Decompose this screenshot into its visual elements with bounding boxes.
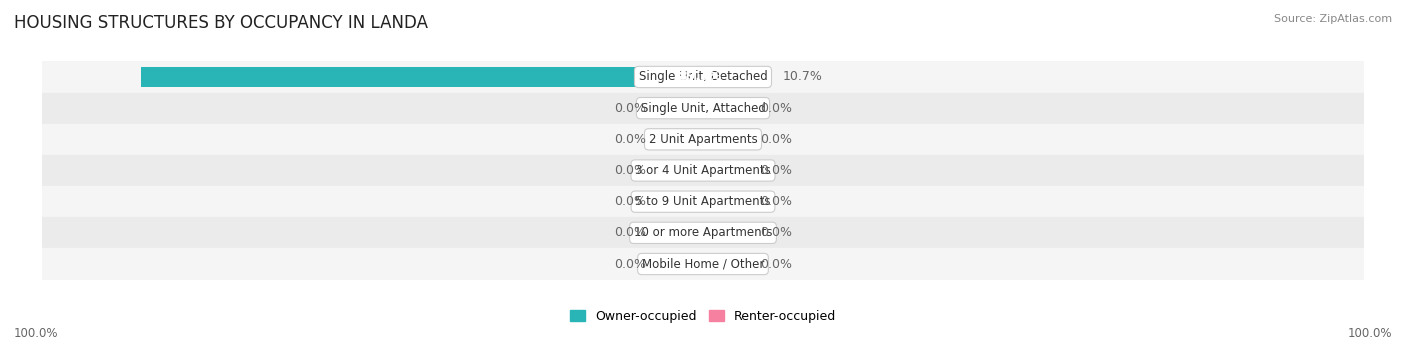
Text: 5 to 9 Unit Apartments: 5 to 9 Unit Apartments [636,195,770,208]
Text: Mobile Home / Other: Mobile Home / Other [641,257,765,270]
Bar [703,192,747,211]
Bar [42,61,1364,92]
Text: 0.0%: 0.0% [759,164,792,177]
Text: HOUSING STRUCTURES BY OCCUPANCY IN LANDA: HOUSING STRUCTURES BY OCCUPANCY IN LANDA [14,14,427,32]
Text: 0.0%: 0.0% [614,133,647,146]
Bar [42,186,1364,217]
Bar [659,223,703,242]
Text: 0.0%: 0.0% [759,195,792,208]
Bar [703,254,747,274]
Text: 89.3%: 89.3% [678,71,721,84]
Bar [659,99,703,118]
Bar [42,217,1364,249]
Text: 2 Unit Apartments: 2 Unit Apartments [648,133,758,146]
Bar [42,249,1364,280]
Text: 0.0%: 0.0% [759,133,792,146]
Text: 0.0%: 0.0% [759,226,792,239]
Bar [703,130,747,149]
Text: 0.0%: 0.0% [614,257,647,270]
Bar [703,99,747,118]
Bar [659,161,703,180]
Legend: Owner-occupied, Renter-occupied: Owner-occupied, Renter-occupied [565,305,841,328]
Text: Single Unit, Attached: Single Unit, Attached [641,102,765,115]
Text: Source: ZipAtlas.com: Source: ZipAtlas.com [1274,14,1392,24]
Bar [703,161,747,180]
Text: 0.0%: 0.0% [614,102,647,115]
Bar [659,130,703,149]
Text: 0.0%: 0.0% [759,257,792,270]
Text: 0.0%: 0.0% [614,226,647,239]
Bar [703,223,747,242]
Text: 10.7%: 10.7% [783,71,823,84]
Bar [141,67,703,87]
Bar [659,254,703,274]
Bar [42,92,1364,124]
Text: 10 or more Apartments: 10 or more Apartments [634,226,772,239]
Text: 100.0%: 100.0% [1347,327,1392,340]
Bar [703,67,770,87]
Text: 3 or 4 Unit Apartments: 3 or 4 Unit Apartments [636,164,770,177]
Text: 0.0%: 0.0% [614,195,647,208]
Text: Single Unit, Detached: Single Unit, Detached [638,71,768,84]
Bar [659,192,703,211]
Text: 0.0%: 0.0% [614,164,647,177]
Bar [42,124,1364,155]
Text: 0.0%: 0.0% [759,102,792,115]
Text: 100.0%: 100.0% [14,327,59,340]
Bar [42,155,1364,186]
